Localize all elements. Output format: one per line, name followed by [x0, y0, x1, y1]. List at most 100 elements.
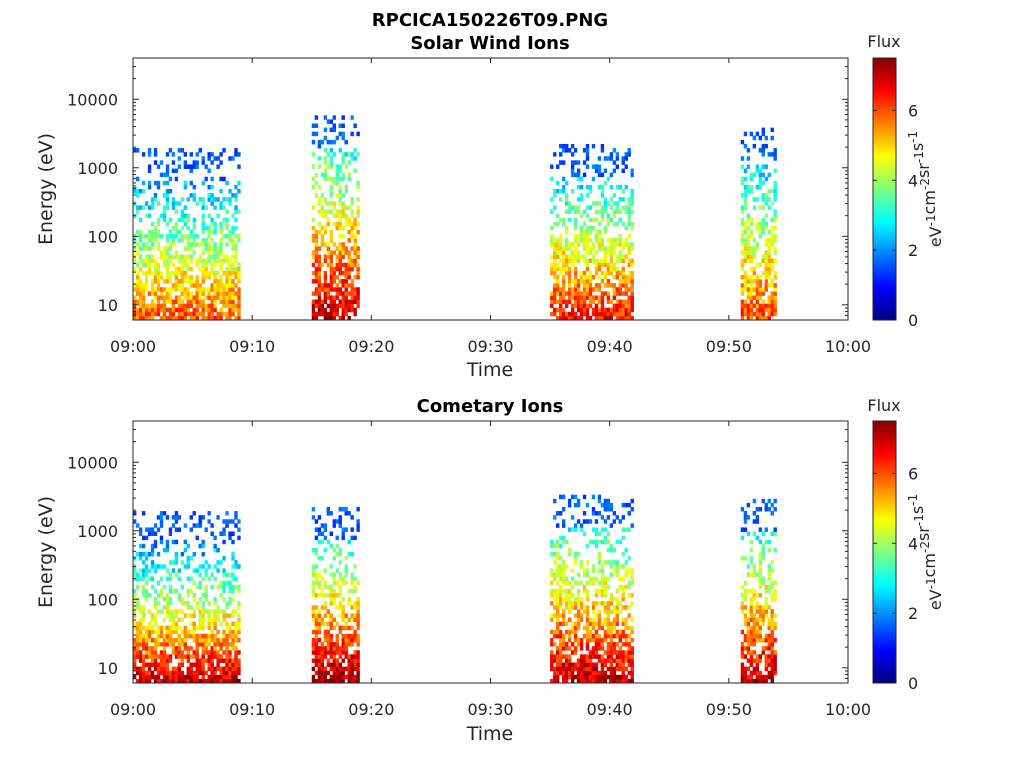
heatmap-cell [743, 193, 748, 198]
heatmap-cell [168, 584, 173, 590]
heatmap-cell [612, 160, 617, 165]
heatmap-cell [550, 242, 554, 247]
heatmap-cell [180, 307, 185, 313]
heatmap-cell [216, 617, 220, 622]
heatmap-cell [612, 238, 617, 243]
heatmap-cell [562, 250, 566, 255]
heatmap-cell [749, 572, 754, 577]
heatmap-cell [335, 637, 339, 643]
heatmap-cell [320, 658, 325, 663]
heatmap-cell [156, 552, 161, 557]
heatmap-cell [570, 262, 575, 268]
heatmap-cell [624, 621, 628, 627]
heatmap-cell [567, 287, 572, 292]
heatmap-cell [740, 234, 745, 239]
heatmap-cell [150, 629, 155, 635]
heatmap-cell [347, 254, 351, 259]
heatmap-cell [630, 258, 634, 264]
heatmap-cell [180, 662, 185, 668]
heatmap-cell [770, 584, 774, 590]
heatmap-cell [335, 258, 339, 264]
heatmap-cell [600, 678, 605, 684]
heatmap-cell [606, 262, 611, 268]
heatmap-cell [579, 303, 584, 309]
heatmap-cell [219, 642, 223, 647]
heatmap-cell [210, 584, 214, 590]
heatmap-cell [350, 213, 354, 219]
heatmap-cell [133, 658, 137, 663]
heatmap-cell [341, 295, 345, 300]
heatmap-cell [564, 588, 569, 594]
heatmap-cell [329, 283, 334, 288]
heatmap-cell [764, 502, 768, 508]
heatmap-cell [567, 217, 572, 223]
heatmap-cell [556, 250, 560, 255]
heatmap-cell [743, 580, 748, 586]
heatmap-cell [344, 299, 348, 305]
heatmap-cell [153, 605, 158, 610]
heatmap-cell [615, 588, 620, 594]
heatmap-cell [770, 629, 774, 635]
heatmap-cell [350, 613, 354, 618]
heatmap-cell [168, 279, 173, 284]
heatmap-cell [141, 568, 146, 573]
heatmap-cell [582, 588, 587, 594]
heatmap-cell [612, 242, 617, 247]
heatmap-cell [627, 633, 631, 639]
heatmap-cell [609, 609, 614, 614]
heatmap-cell [341, 213, 345, 219]
heatmap-cell [597, 580, 602, 586]
heatmap-cell [347, 642, 351, 647]
heatmap-cell [207, 678, 211, 684]
heatmap-cell [764, 238, 768, 243]
heatmap-cell [156, 662, 161, 668]
heatmap-cell [746, 254, 751, 259]
heatmap-cell [624, 205, 628, 210]
heatmap-cell [600, 299, 605, 305]
heatmap-cell [180, 225, 185, 231]
heatmap-cell [183, 291, 188, 296]
heatmap-cell [141, 674, 146, 680]
heatmap-cell [597, 560, 602, 565]
heatmap-cell [618, 633, 622, 639]
heatmap-cell [752, 254, 757, 259]
heatmap-cell [228, 633, 232, 639]
heatmap-cell [752, 266, 757, 272]
heatmap-cell [332, 180, 336, 186]
heatmap-cell [320, 238, 325, 243]
heatmap-cell [609, 674, 614, 680]
heatmap-cell [591, 617, 596, 622]
heatmap-cell [323, 650, 328, 655]
heatmap-cell [749, 547, 754, 553]
heatmap-cell [147, 303, 152, 309]
heatmap-cell [189, 576, 193, 582]
heatmap-cell [341, 597, 345, 602]
heatmap-cell [192, 511, 196, 516]
heatmap-cell [597, 646, 602, 651]
heatmap-cell [347, 601, 351, 606]
heatmap-cell [338, 201, 342, 206]
heatmap-cell [225, 274, 229, 280]
heatmap-cell [594, 270, 599, 276]
heatmap-cell [609, 560, 614, 565]
heatmap-cell [344, 164, 348, 169]
heatmap-cell [207, 311, 211, 317]
heatmap-cell [588, 295, 593, 300]
heatmap-cell [192, 197, 196, 202]
heatmap-cell [356, 299, 360, 305]
heatmap-cell [567, 148, 572, 153]
heatmap-cell [174, 650, 179, 655]
heatmap-cell [761, 131, 765, 137]
heatmap-cell [338, 654, 342, 659]
heatmap-cell [189, 674, 193, 680]
heatmap-cell [174, 315, 179, 321]
heatmap-cell [317, 678, 322, 684]
heatmap-cell [591, 311, 596, 317]
heatmap-cell [231, 576, 235, 582]
heatmap-cell [147, 168, 152, 174]
heatmap-cell [752, 568, 757, 573]
heatmap-cell [201, 262, 205, 268]
heatmap-cell [570, 650, 575, 655]
heatmap-cell [612, 287, 617, 292]
heatmap-cell [600, 238, 605, 243]
